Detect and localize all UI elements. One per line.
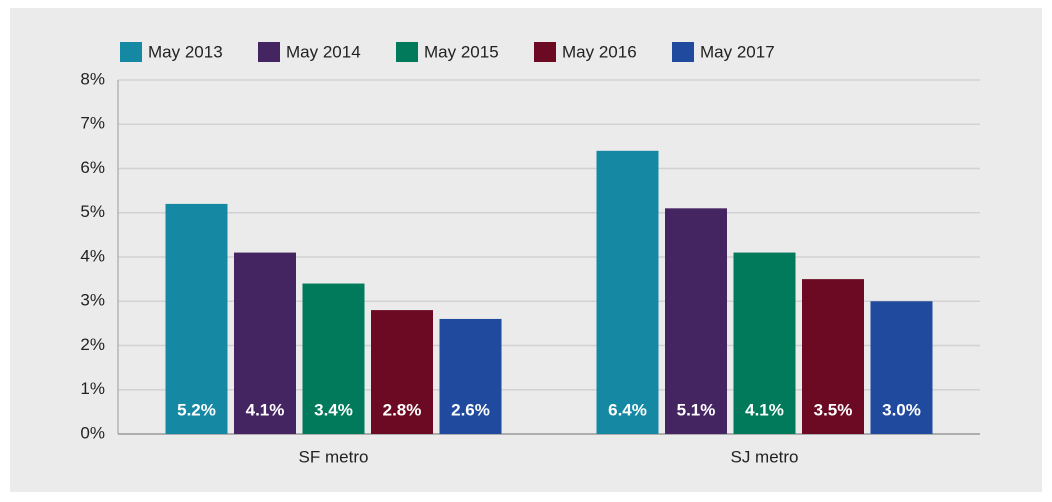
bar: [802, 279, 864, 434]
y-tick-label: 1%: [80, 379, 105, 398]
value-label: 6.4%: [608, 400, 647, 419]
value-label: 5.1%: [677, 400, 716, 419]
legend-label: May 2016: [562, 42, 637, 61]
bar: [439, 318, 502, 434]
value-label: 3.5%: [814, 400, 853, 419]
bar: [733, 252, 796, 434]
bar: [234, 252, 296, 434]
y-tick-label: 8%: [80, 69, 105, 88]
y-tick-label: 3%: [80, 291, 105, 310]
legend-label: May 2014: [286, 42, 361, 61]
legend-swatch: [534, 42, 556, 62]
legend-swatch: [672, 42, 694, 62]
y-tick-label: 0%: [80, 423, 105, 442]
bar: [165, 203, 228, 434]
value-label: 3.0%: [882, 400, 921, 419]
legend-swatch: [120, 42, 142, 62]
legend-label: May 2015: [424, 42, 499, 61]
x-tick-label: SJ metro: [730, 447, 798, 466]
value-label: 4.1%: [745, 400, 784, 419]
legend-swatch: [396, 42, 418, 62]
value-label: 4.1%: [246, 400, 285, 419]
bar: [665, 208, 727, 434]
value-label: 2.6%: [451, 400, 490, 419]
bar: [302, 283, 365, 434]
bar: [371, 310, 433, 434]
value-label: 3.4%: [314, 400, 353, 419]
x-tick-label: SF metro: [299, 447, 369, 466]
y-tick-label: 7%: [80, 114, 105, 133]
y-tick-label: 2%: [80, 335, 105, 354]
legend-label: May 2017: [700, 42, 775, 61]
bar: [870, 301, 933, 434]
legend-label: May 2013: [148, 42, 223, 61]
y-tick-label: 4%: [80, 246, 105, 265]
bar: [596, 150, 659, 435]
y-tick-label: 6%: [80, 158, 105, 177]
y-tick-label: 5%: [80, 202, 105, 221]
legend-swatch: [258, 42, 280, 62]
value-label: 2.8%: [383, 400, 422, 419]
value-label: 5.2%: [177, 400, 216, 419]
